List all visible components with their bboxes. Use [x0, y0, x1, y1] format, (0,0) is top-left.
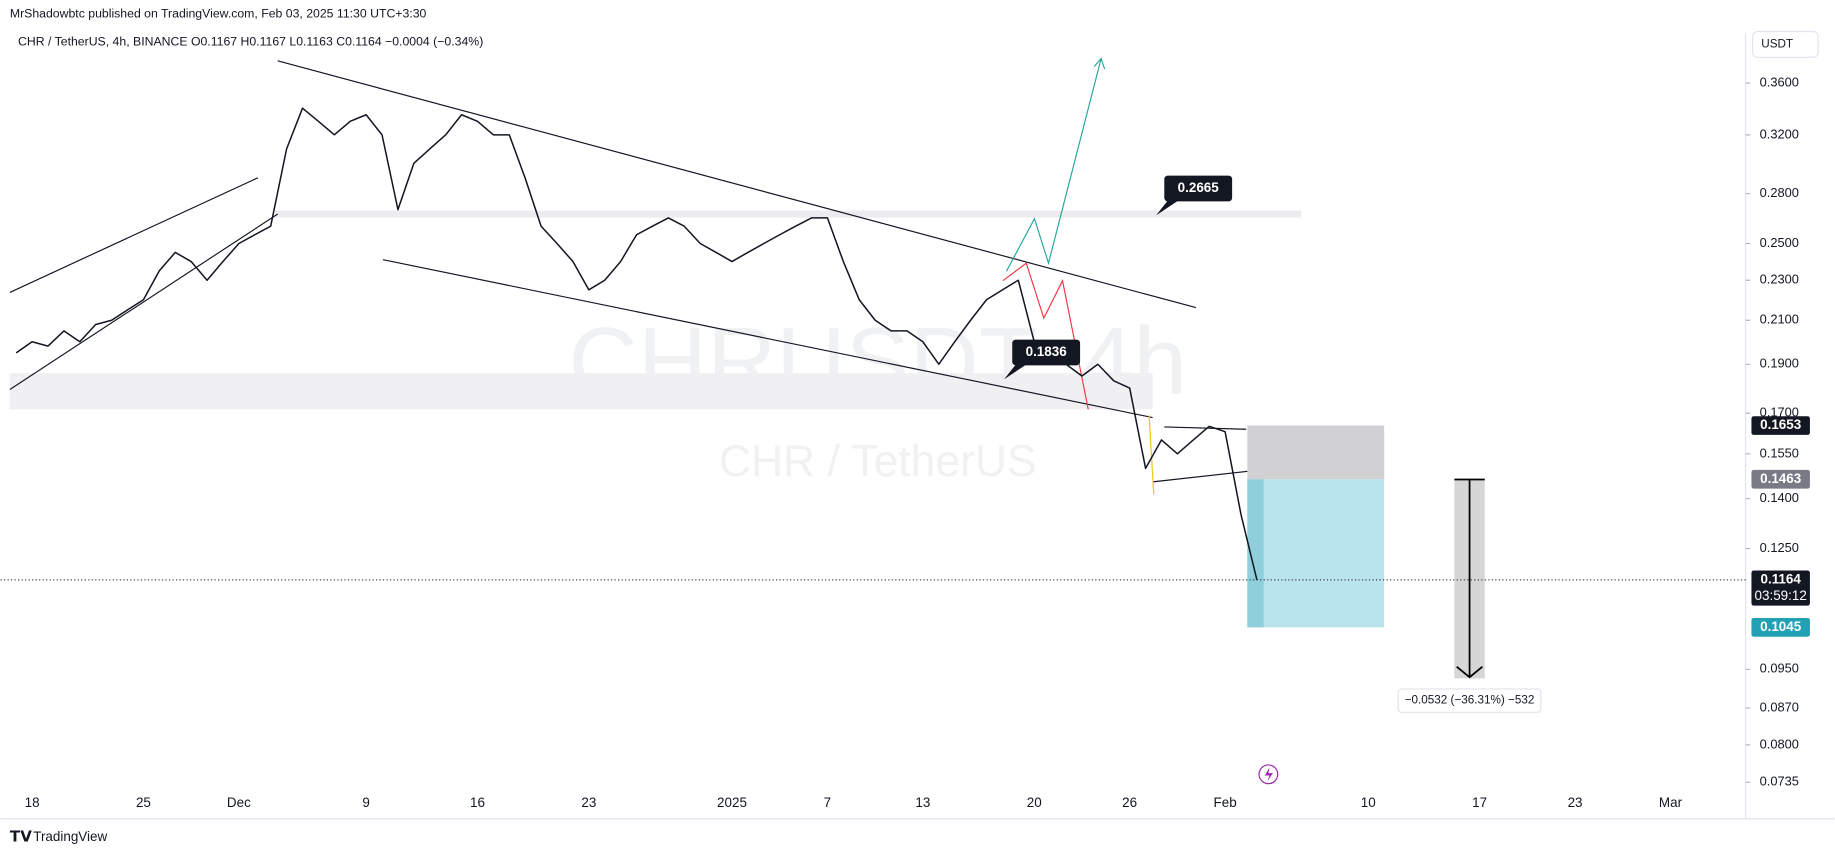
y-tick-label: 0.1400	[1760, 490, 1799, 505]
zone	[275, 210, 1302, 218]
projection-arrow	[1148, 415, 1155, 495]
trendline	[1152, 469, 1258, 483]
y-tick-label: 0.3200	[1760, 126, 1799, 141]
annotation-pointer	[1156, 199, 1181, 216]
price-tag	[1751, 416, 1810, 435]
zone	[9, 373, 1153, 410]
y-tick-label: 0.1700	[1760, 405, 1799, 420]
annotation-box	[1164, 175, 1233, 202]
y-tick-label: 0.1900	[1760, 356, 1799, 371]
x-tick-label: Feb	[1214, 795, 1237, 810]
x-tick-label: 23	[1568, 795, 1583, 810]
trendline	[382, 259, 1153, 419]
x-tick-label: 20	[1027, 795, 1042, 810]
countdown: 03:59:12	[1755, 588, 1807, 603]
position-stop	[1247, 425, 1385, 480]
y-tick-label: 0.0735	[1760, 774, 1799, 789]
price-tag	[1751, 570, 1810, 606]
measure-box	[1397, 688, 1542, 713]
price-tag-label: 0.1164	[1761, 571, 1802, 586]
x-tick-label: 9	[362, 795, 369, 810]
y-tick-label: 0.0870	[1760, 699, 1799, 714]
annotation-label: 0.1836	[1026, 344, 1067, 359]
position-filled	[1247, 479, 1264, 628]
projection-down	[1002, 262, 1089, 410]
published-line: MrShadowbtc published on TradingView.com…	[10, 6, 427, 20]
trendline	[9, 177, 259, 293]
arrow-head	[1093, 57, 1106, 70]
x-tick-label: 26	[1122, 795, 1137, 810]
projection-up	[1005, 58, 1102, 272]
position-layer	[1247, 425, 1385, 628]
price-tag-label: 0.1045	[1760, 619, 1802, 634]
price-tag	[1751, 617, 1810, 637]
x-tick-label: 2025	[717, 795, 747, 810]
currency-button-label[interactable]: USDT	[1761, 38, 1793, 51]
x-tick-label: 23	[581, 795, 596, 810]
x-tick-label: 18	[25, 795, 40, 810]
watermark-name: CHR / TetherUS	[719, 437, 1037, 486]
x-tick-label: 13	[915, 795, 930, 810]
y-tick-label: 0.0800	[1760, 736, 1799, 751]
y-tick-label: 0.1550	[1760, 445, 1799, 460]
symbol-line: CHR / TetherUS, 4h, BINANCE O0.1167 H0.1…	[18, 34, 483, 48]
trendline	[1164, 426, 1247, 430]
currency-button[interactable]	[1752, 30, 1819, 58]
annotation-label: 0.2665	[1178, 180, 1220, 195]
events-icon	[1264, 767, 1274, 782]
y-tick-label: 0.3600	[1760, 74, 1799, 89]
y-tick-label: 0.2300	[1760, 272, 1799, 287]
x-tick-label: 10	[1361, 795, 1376, 810]
price-tag-label: 0.1653	[1760, 417, 1801, 432]
brand: TradingView	[33, 829, 107, 844]
annotation-box	[1012, 339, 1081, 366]
measure-label: −0.0532 (−36.31%) −532	[1405, 694, 1535, 707]
price-tag	[1751, 469, 1810, 489]
x-tick-label: 25	[136, 795, 151, 810]
x-tick-label: Mar	[1659, 795, 1683, 810]
position-target	[1247, 479, 1385, 628]
measure-arrow	[1456, 666, 1483, 679]
y-tick-label: 0.2100	[1760, 312, 1799, 327]
y-tick-label: 0.2800	[1760, 185, 1799, 200]
y-tick-label: 0.1250	[1760, 540, 1799, 555]
x-tick-label: 7	[824, 795, 831, 810]
x-tick-label: 17	[1472, 795, 1487, 810]
brand-logo: 𝗧𝗩	[10, 828, 32, 845]
x-tick-label: Dec	[227, 795, 251, 810]
annotation-pointer	[1004, 362, 1029, 380]
y-tick-label: 0.0950	[1760, 661, 1799, 676]
trendline	[9, 213, 279, 390]
price-tag-label: 0.1463	[1760, 471, 1801, 486]
trendline	[277, 60, 1197, 309]
y-tick-label: 0.2500	[1760, 235, 1799, 250]
x-tick-label: 16	[470, 795, 485, 810]
